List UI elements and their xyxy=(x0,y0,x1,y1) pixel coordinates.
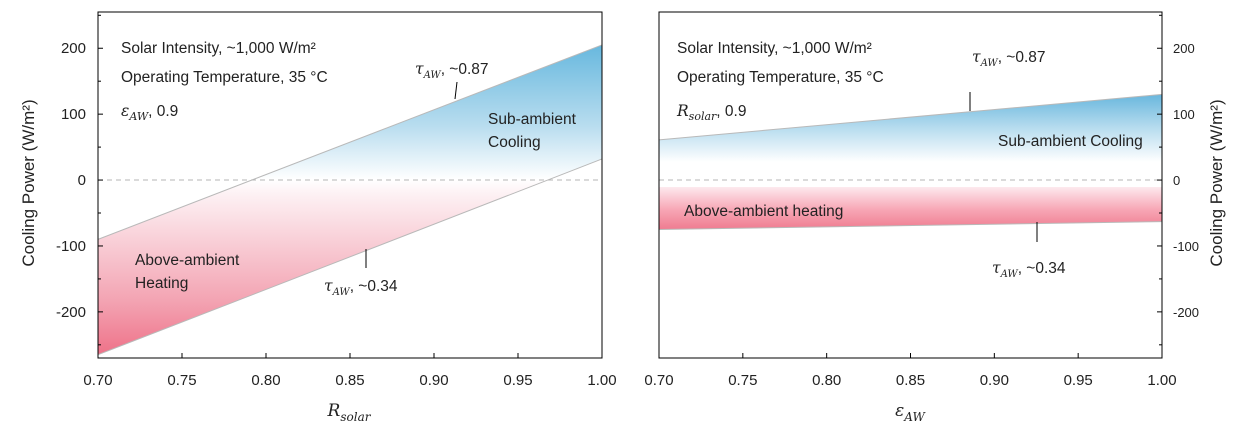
y-tick-label: 200 xyxy=(61,40,86,57)
heating-region-label: Above-ambient heating xyxy=(684,203,843,220)
operating-temperature-label: Operating Temperature, 35 °C xyxy=(677,69,884,86)
x-tick-label: 0.75 xyxy=(728,372,757,389)
lower-bound-line xyxy=(658,221,1163,230)
lower-line-label: τAW, ~0.34 xyxy=(992,259,1066,280)
cooling-power-band xyxy=(98,44,602,355)
y-tick-label: 100 xyxy=(61,106,86,123)
y-tick-label: -100 xyxy=(1173,239,1199,254)
x-tick-label: 0.75 xyxy=(167,372,196,389)
upper-bound-line xyxy=(658,93,1163,141)
x-tick-label: 1.00 xyxy=(1147,372,1176,389)
cooling-region-label: Sub-ambient xyxy=(488,111,577,128)
heating-region-label: Above-ambient xyxy=(135,252,240,269)
y-tick-label: 0 xyxy=(1173,173,1180,188)
cooling-band xyxy=(659,94,1162,174)
reflectance-parameter-label: Rsolar, 0.9 xyxy=(676,102,746,123)
y-axis-title: Cooling Power (W/m²) xyxy=(1207,99,1226,266)
x-ticks: 0.70 0.75 0.80 0.85 0.90 0.95 1.00 xyxy=(83,353,617,389)
y-ticks: 200 100 0 -100 -200 xyxy=(56,14,103,346)
right-panel: 0.70 0.75 0.80 0.85 0.90 0.95 1.00 200 100 0 -100… xyxy=(644,11,1226,424)
plot-frame xyxy=(658,11,1163,359)
operating-temperature-label: Operating Temperature, 35 °C xyxy=(121,69,328,86)
x-tick-label: 0.85 xyxy=(896,372,925,389)
solar-intensity-label: Solar Intensity, ~1,000 W/m² xyxy=(121,40,316,57)
x-axis-title: εAW xyxy=(895,401,926,424)
y-tick-label: 100 xyxy=(1173,107,1195,122)
x-tick-label: 0.95 xyxy=(503,372,532,389)
y-tick-label: 200 xyxy=(1173,41,1195,56)
x-ticks: 0.70 0.75 0.80 0.85 0.90 0.95 1.00 xyxy=(644,353,1177,389)
x-tick-label: 1.00 xyxy=(587,372,616,389)
left-panel: 0.70 0.75 0.80 0.85 0.90 0.95 1.00 200 100 0 -100… xyxy=(19,11,617,424)
cooling-region-label-line2: Cooling xyxy=(488,134,541,151)
heating-band xyxy=(659,187,1162,230)
upper-line-label: τAW, ~0.87 xyxy=(415,60,489,81)
y-tick-label: -200 xyxy=(56,304,86,321)
emissivity-parameter-label: εAW, 0.9 xyxy=(121,102,178,123)
y-tick-label: -100 xyxy=(56,238,86,255)
solar-intensity-label: Solar Intensity, ~1,000 W/m² xyxy=(677,40,872,57)
lower-line-label: τAW, ~0.34 xyxy=(324,277,398,298)
upper-label-leader xyxy=(454,81,458,100)
x-tick-label: 0.90 xyxy=(419,372,448,389)
upper-bound-line xyxy=(97,44,603,240)
x-tick-label: 0.80 xyxy=(812,372,841,389)
y-axis-title: Cooling Power (W/m²) xyxy=(19,99,38,266)
y-tick-label: -200 xyxy=(1173,305,1199,320)
x-tick-label: 0.85 xyxy=(335,372,364,389)
lower-bound-line xyxy=(97,158,603,356)
x-tick-label: 0.80 xyxy=(251,372,280,389)
x-tick-label: 0.70 xyxy=(83,372,112,389)
y-tick-label: 0 xyxy=(78,172,86,189)
x-tick-label: 0.70 xyxy=(644,372,673,389)
upper-line-label: τAW, ~0.87 xyxy=(972,48,1046,69)
cooling-region-label: Sub-ambient Cooling xyxy=(998,133,1143,150)
x-tick-label: 0.95 xyxy=(1064,372,1093,389)
y-ticks: 200 100 0 -100 -200 xyxy=(1157,14,1199,346)
heating-region-label-line2: Heating xyxy=(135,275,188,292)
x-axis-title: Rsolar xyxy=(327,401,372,424)
x-tick-label: 0.90 xyxy=(980,372,1009,389)
